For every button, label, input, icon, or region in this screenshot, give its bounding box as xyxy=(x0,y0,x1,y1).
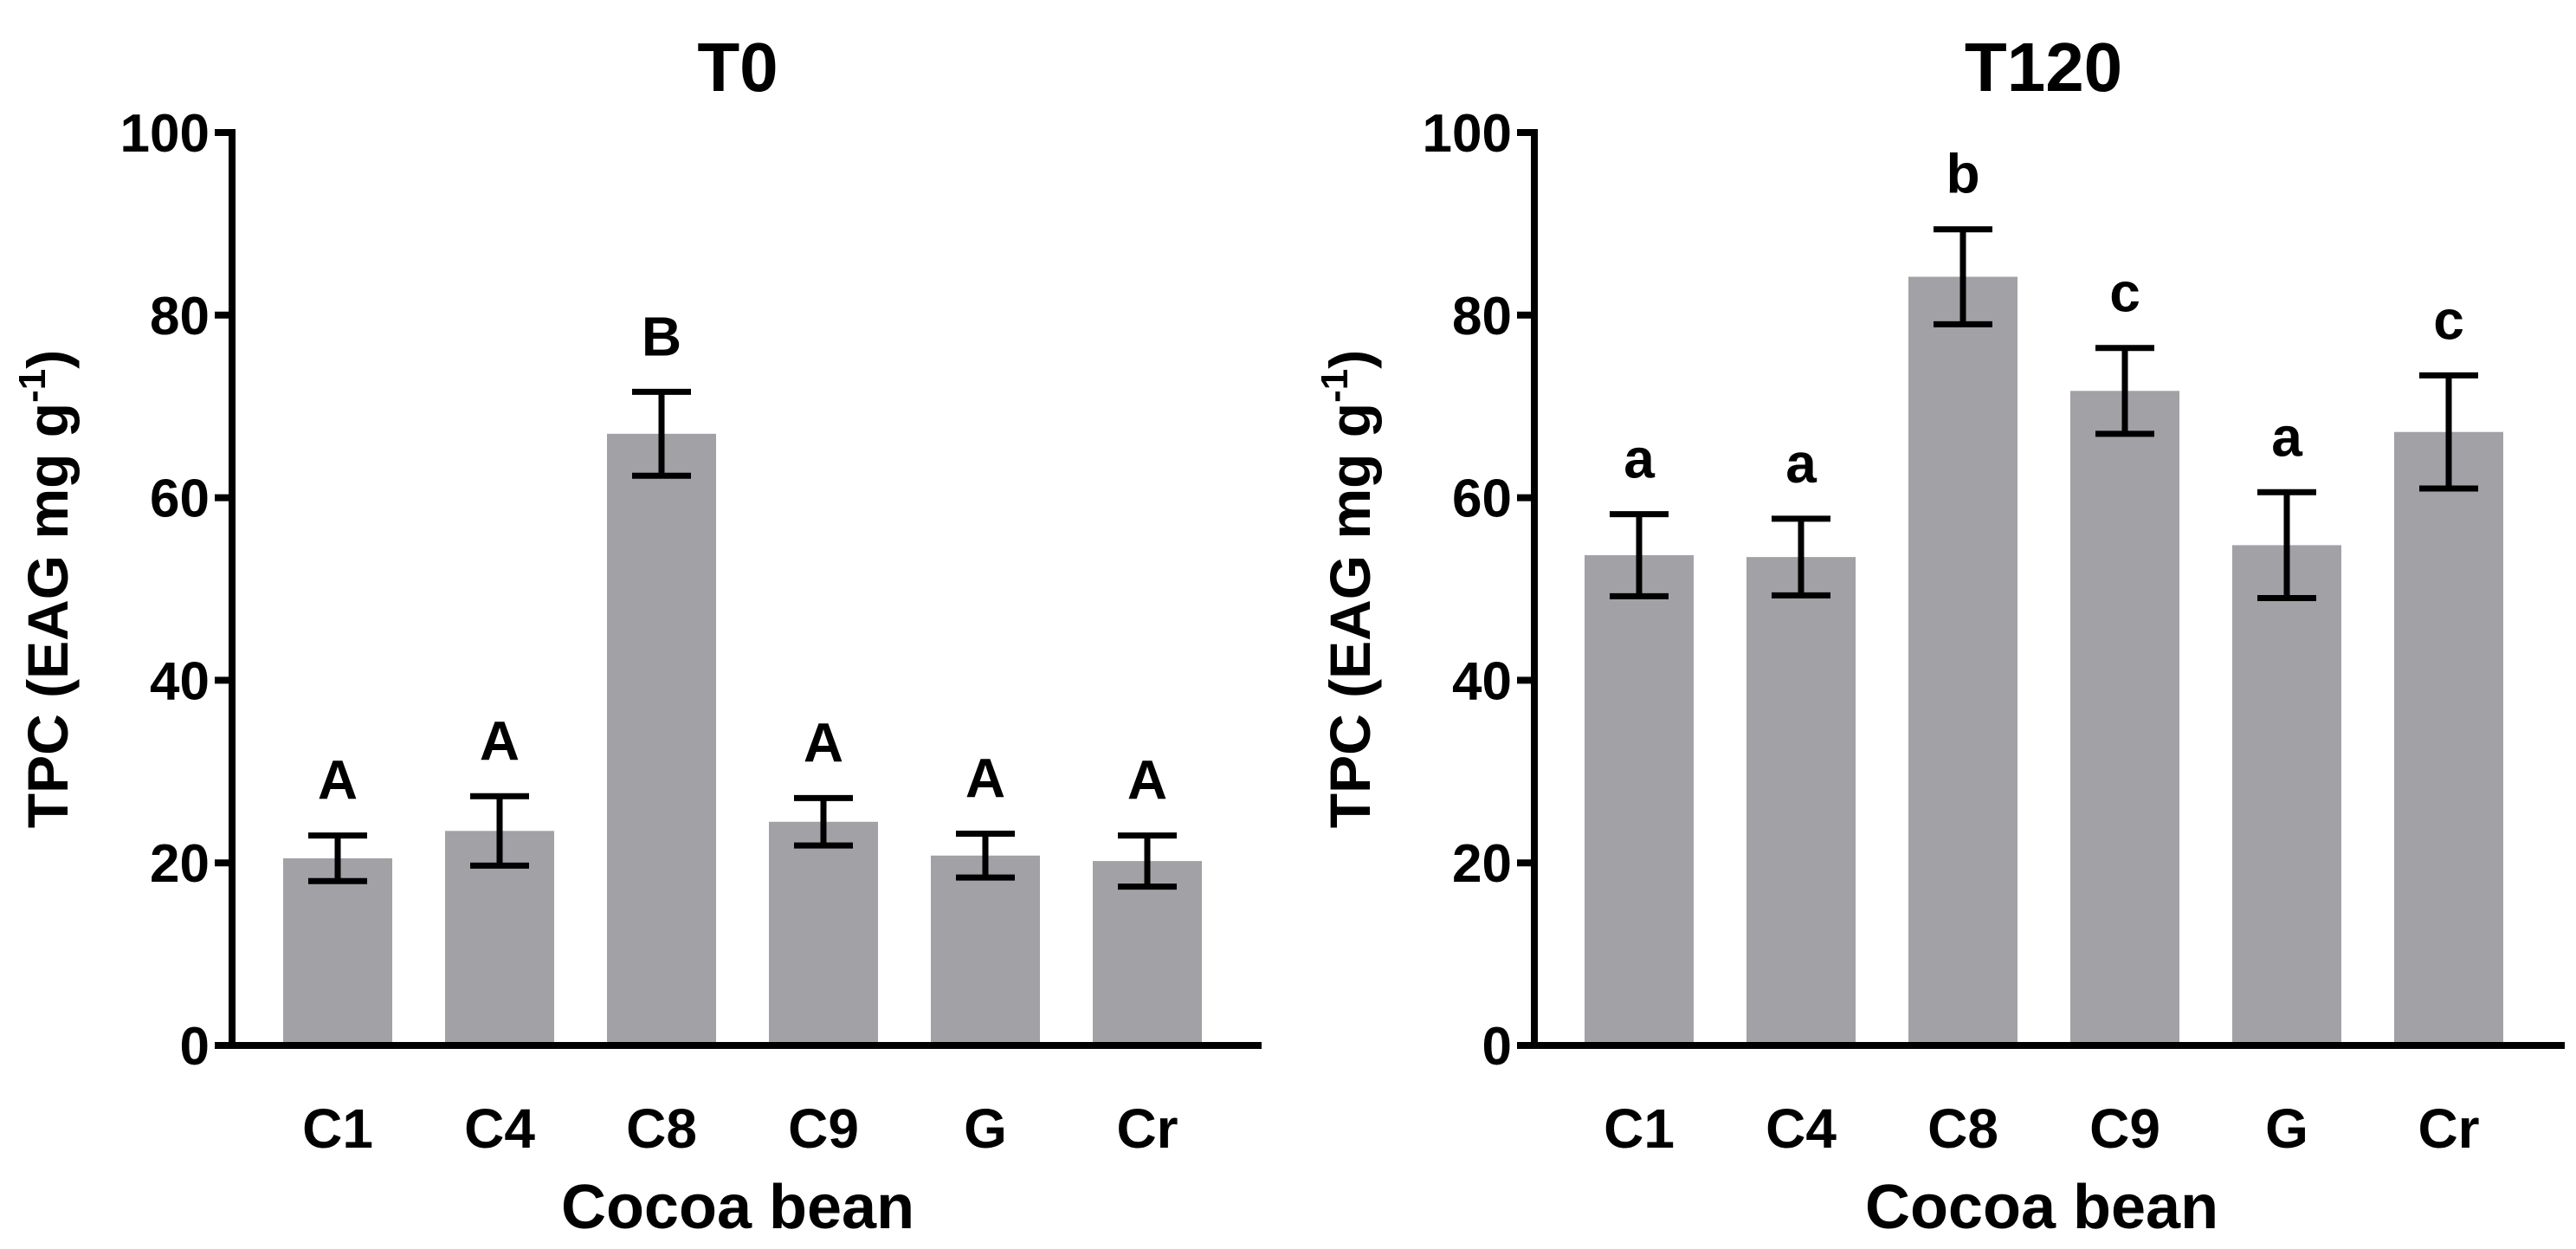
x-tick-label: C8 xyxy=(1927,1097,1998,1160)
error-bar-C9 xyxy=(2095,345,2154,437)
x-tick-label: C8 xyxy=(626,1097,697,1160)
y-tick-label: 60 xyxy=(150,469,210,529)
x-tick-label: C1 xyxy=(1604,1097,1675,1160)
significance-label: B xyxy=(642,305,681,367)
chart-panel-0: T0 A C1 A C4 B C8 A C9 A G A Cr 0 20 40 60 80 100 Cocoa bea… xyxy=(11,29,1262,1242)
error-bar-G xyxy=(956,830,1015,881)
significance-label: a xyxy=(1624,428,1655,490)
y-tick-label: 80 xyxy=(150,287,210,346)
significance-label: A xyxy=(804,711,843,773)
x-tick-label: G xyxy=(2265,1097,2308,1160)
bar-G xyxy=(931,855,1040,1045)
x-tick-label: C9 xyxy=(2089,1097,2160,1160)
chart-title: T120 xyxy=(1965,29,2122,106)
bar-G xyxy=(2232,545,2341,1045)
x-tick-label: Cr xyxy=(1116,1097,1178,1160)
x-tick-label: C9 xyxy=(788,1097,859,1160)
y-tick-label: 100 xyxy=(120,104,210,164)
x-tick-label: C1 xyxy=(302,1097,373,1160)
error-bar-G xyxy=(2257,489,2316,602)
y-tick-label: 80 xyxy=(1452,287,1512,346)
significance-label: c xyxy=(2109,262,2140,324)
error-bar-Cr xyxy=(1118,832,1177,890)
error-bar-C1 xyxy=(1610,511,1669,599)
y-tick-label: 60 xyxy=(1452,469,1512,529)
significance-label: A xyxy=(318,749,358,812)
significance-label: c xyxy=(2433,288,2464,351)
x-tick-label: G xyxy=(964,1097,1007,1160)
y-tick-label: 0 xyxy=(180,1017,210,1077)
y-axis-label-main: TPC (EAG mg g xyxy=(1318,403,1382,828)
error-bar-Cr xyxy=(2419,372,2478,492)
y-tick-label: 0 xyxy=(1482,1017,1512,1077)
y-tick-label: 40 xyxy=(1452,651,1512,711)
bar-C9 xyxy=(2070,391,2179,1046)
bar-C8 xyxy=(1908,276,2018,1046)
y-axis-label: TPC (EAG mg g-1) xyxy=(11,350,80,828)
error-bar-C4 xyxy=(1772,515,1830,599)
error-bar-C8 xyxy=(1934,226,1992,327)
y-axis-label: TPC (EAG mg g-1) xyxy=(1314,350,1382,828)
chart-title: T0 xyxy=(697,29,778,106)
significance-label: a xyxy=(1785,432,1817,495)
y-axis-label-suffix: ) xyxy=(1318,350,1382,369)
x-tick-label: Cr xyxy=(2418,1097,2479,1160)
x-tick-label: C4 xyxy=(464,1097,535,1160)
y-axis-label-suffix: ) xyxy=(16,350,80,369)
error-bar-C4 xyxy=(470,793,529,869)
bar-Cr xyxy=(1093,861,1202,1045)
y-tick-label: 100 xyxy=(1423,104,1512,164)
significance-label: a xyxy=(2271,405,2302,468)
significance-label: A xyxy=(1127,749,1167,812)
chart-panel-1: T120 a C1 a C4 b C8 c C9 a Gc Cr 0 20 40 60 80 100 Cocoa b… xyxy=(1314,29,2565,1242)
x-tick-label: C4 xyxy=(1766,1097,1837,1160)
y-tick-label: 20 xyxy=(150,834,210,894)
significance-label: A xyxy=(965,747,1005,809)
x-axis-label: Cocoa bean xyxy=(1865,1173,2218,1242)
x-axis-label: Cocoa bean xyxy=(561,1173,914,1242)
significance-label: A xyxy=(480,709,520,772)
y-axis-label-superscript: -1 xyxy=(11,369,54,403)
bar-Cr xyxy=(2394,431,2503,1045)
significance-label: b xyxy=(1946,143,1979,205)
bar-C8 xyxy=(607,433,716,1045)
y-tick-label: 20 xyxy=(1452,834,1512,894)
error-bar-C9 xyxy=(794,794,853,849)
y-tick-label: 40 xyxy=(150,651,210,711)
error-bar-C8 xyxy=(632,388,691,479)
bar-C4 xyxy=(1746,557,1856,1045)
y-axis-label-superscript: -1 xyxy=(1314,369,1356,403)
bar-C1 xyxy=(283,857,392,1045)
bar-C1 xyxy=(1585,555,1694,1045)
y-axis-label-main: TPC (EAG mg g xyxy=(16,403,80,828)
bar-C9 xyxy=(769,821,878,1045)
error-bar-C1 xyxy=(308,832,367,884)
